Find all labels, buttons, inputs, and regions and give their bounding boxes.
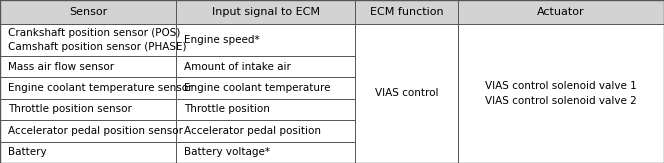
- Text: Sensor: Sensor: [69, 7, 107, 17]
- Bar: [176, 77, 355, 99]
- Text: Throttle position sensor: Throttle position sensor: [8, 104, 132, 114]
- Bar: [176, 0, 355, 24]
- Bar: [355, 24, 458, 163]
- Text: Input signal to ECM: Input signal to ECM: [212, 7, 319, 17]
- Bar: [458, 24, 664, 163]
- Bar: [0, 120, 176, 142]
- Text: Actuator: Actuator: [537, 7, 585, 17]
- Bar: [0, 99, 176, 120]
- Text: Throttle position: Throttle position: [184, 104, 270, 114]
- Bar: [176, 99, 355, 120]
- Text: VIAS control: VIAS control: [375, 89, 438, 98]
- Bar: [458, 0, 664, 24]
- Bar: [176, 142, 355, 163]
- Text: Amount of intake air: Amount of intake air: [184, 62, 291, 72]
- Text: Engine coolant temperature sensor: Engine coolant temperature sensor: [8, 83, 193, 93]
- Text: Crankshaft position sensor (POS)
Camshaft position sensor (PHASE): Crankshaft position sensor (POS) Camshaf…: [8, 28, 187, 52]
- Text: ECM function: ECM function: [370, 7, 444, 17]
- Bar: [176, 120, 355, 142]
- Text: Engine speed*: Engine speed*: [184, 35, 260, 45]
- Bar: [0, 142, 176, 163]
- Bar: [0, 77, 176, 99]
- Bar: [0, 0, 176, 24]
- Text: Mass air flow sensor: Mass air flow sensor: [8, 62, 114, 72]
- Text: Accelerator pedal position: Accelerator pedal position: [184, 126, 321, 136]
- Text: Battery: Battery: [8, 147, 46, 157]
- Text: Accelerator pedal position sensor: Accelerator pedal position sensor: [8, 126, 183, 136]
- Bar: [0, 24, 176, 56]
- Bar: [176, 24, 355, 56]
- Bar: [355, 0, 458, 24]
- Bar: [176, 56, 355, 77]
- Text: VIAS control solenoid valve 1
VIAS control solenoid valve 2: VIAS control solenoid valve 1 VIAS contr…: [485, 81, 637, 106]
- Bar: [0, 56, 176, 77]
- Text: Engine coolant temperature: Engine coolant temperature: [184, 83, 331, 93]
- Text: Battery voltage*: Battery voltage*: [184, 147, 270, 157]
